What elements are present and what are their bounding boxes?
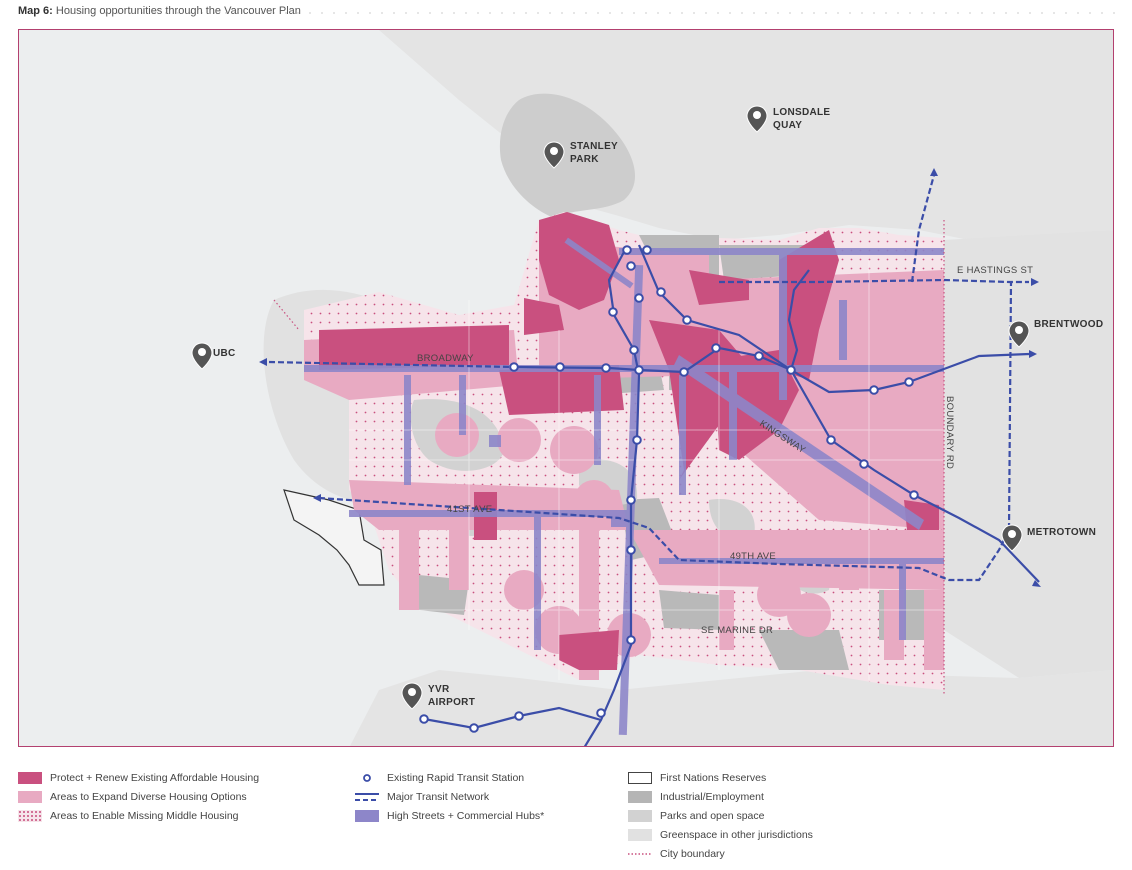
legend-item-boundary: City boundary [628, 844, 813, 863]
ubc-pin-icon [191, 342, 213, 370]
planned-transit-network [268, 174, 1029, 582]
legend-item-transit: Major Transit Network [355, 787, 544, 806]
first-nations-swatch [628, 771, 652, 784]
legend-item-station: Existing Rapid Transit Station [355, 768, 544, 787]
stanley-park-pin-icon [543, 141, 565, 169]
se-marine-label: SE MARINE DR [701, 625, 773, 636]
yvr-airport-label-2: AIRPORT [428, 697, 475, 708]
south-land [350, 670, 1113, 746]
city-boundary [273, 220, 945, 695]
41st-ave-label: 41ST AVE [447, 504, 492, 515]
legend-housing: Protect + Renew Existing Affordable Hous… [18, 768, 259, 825]
legend-label: Protect + Renew Existing Affordable Hous… [50, 771, 260, 784]
missing-middle-swatch [18, 809, 42, 822]
stanley-park-land [499, 93, 636, 218]
place-markers [191, 105, 1030, 710]
e-hastings-label: E HASTINGS ST [957, 265, 1033, 276]
expand-swatch [18, 790, 42, 803]
protect-swatch [18, 771, 42, 784]
boundary-rd-label: BOUNDARY RD [944, 396, 955, 469]
legend-item-first-nations: First Nations Reserves [628, 768, 813, 787]
legend-item-parks: Parks and open space [628, 806, 813, 825]
legend-label: Areas to Expand Diverse Housing Options [50, 790, 247, 803]
legend-label: City boundary [660, 847, 725, 860]
legend-label: Greenspace in other jurisdictions [660, 828, 813, 841]
brentwood-label: BRENTWOOD [1034, 319, 1103, 330]
legend-item-high-streets: High Streets + Commercial Hubs* [355, 806, 544, 825]
legend-label: Major Transit Network [387, 790, 490, 803]
yvr-airport-label-1: YVR [428, 684, 450, 695]
ubc-label: UBC [213, 348, 236, 359]
legend-label: Parks and open space [660, 809, 765, 822]
transit-arrows [259, 168, 1041, 587]
legend-item-missing-middle: Areas to Enable Missing Middle Housing [18, 806, 259, 825]
map-title: Map 6: Housing opportunities through the… [18, 5, 1118, 21]
map-title-text: Housing opportunities through the Vancou… [55, 5, 301, 17]
city-boundary-icon [628, 852, 652, 855]
burnaby-land [944, 230, 1113, 678]
high-streets-swatch [355, 809, 379, 822]
legend-label: Areas to Enable Missing Middle Housing [50, 809, 239, 822]
legend-label: Existing Rapid Transit Station [387, 771, 525, 784]
rapid-transit-stations [419, 245, 919, 733]
metrotown-pin-icon [1001, 524, 1023, 552]
transit-line-icon [355, 792, 379, 801]
lonsdale-quay-label-1: LONSDALE [773, 107, 830, 118]
stanley-park-label-2: PARK [570, 154, 599, 165]
broadway-label: BROADWAY [417, 353, 474, 364]
stanley-park-label-1: STANLEY [570, 141, 618, 152]
map-canvas: STANLEY PARK LONSDALE QUAY UBC BRENTWOOD… [19, 30, 1113, 746]
map-number: Map 6: [18, 5, 53, 17]
lonsdale-quay-label-2: QUAY [773, 120, 802, 131]
legend-label: Industrial/Employment [660, 790, 764, 803]
legend-land: First Nations Reserves Industrial/Employ… [628, 768, 813, 863]
legend-item-protect: Protect + Renew Existing Affordable Hous… [18, 768, 259, 787]
legend-item-expand: Areas to Expand Diverse Housing Options [18, 787, 259, 806]
legend-label: High Streets + Commercial Hubs* [387, 809, 545, 822]
parks-swatch [628, 809, 652, 822]
street-grid [349, 260, 944, 680]
legend-label: First Nations Reserves [660, 771, 767, 784]
station-icon [363, 773, 371, 782]
lonsdale-quay-pin-icon [746, 105, 768, 133]
brentwood-pin-icon [1008, 320, 1030, 348]
greenspace-swatch [628, 828, 652, 841]
industrial-swatch [628, 790, 652, 803]
49th-ave-label: 49TH AVE [730, 551, 776, 562]
legend-transit: Existing Rapid Transit Station Major Tra… [355, 768, 544, 825]
legend-item-industrial: Industrial/Employment [628, 787, 813, 806]
map-view[interactable]: STANLEY PARK LONSDALE QUAY UBC BRENTWOOD… [18, 29, 1114, 747]
legend-item-greenspace: Greenspace in other jurisdictions [628, 825, 813, 844]
metrotown-label: METROTOWN [1027, 527, 1096, 538]
yvr-airport-pin-icon [401, 682, 423, 710]
